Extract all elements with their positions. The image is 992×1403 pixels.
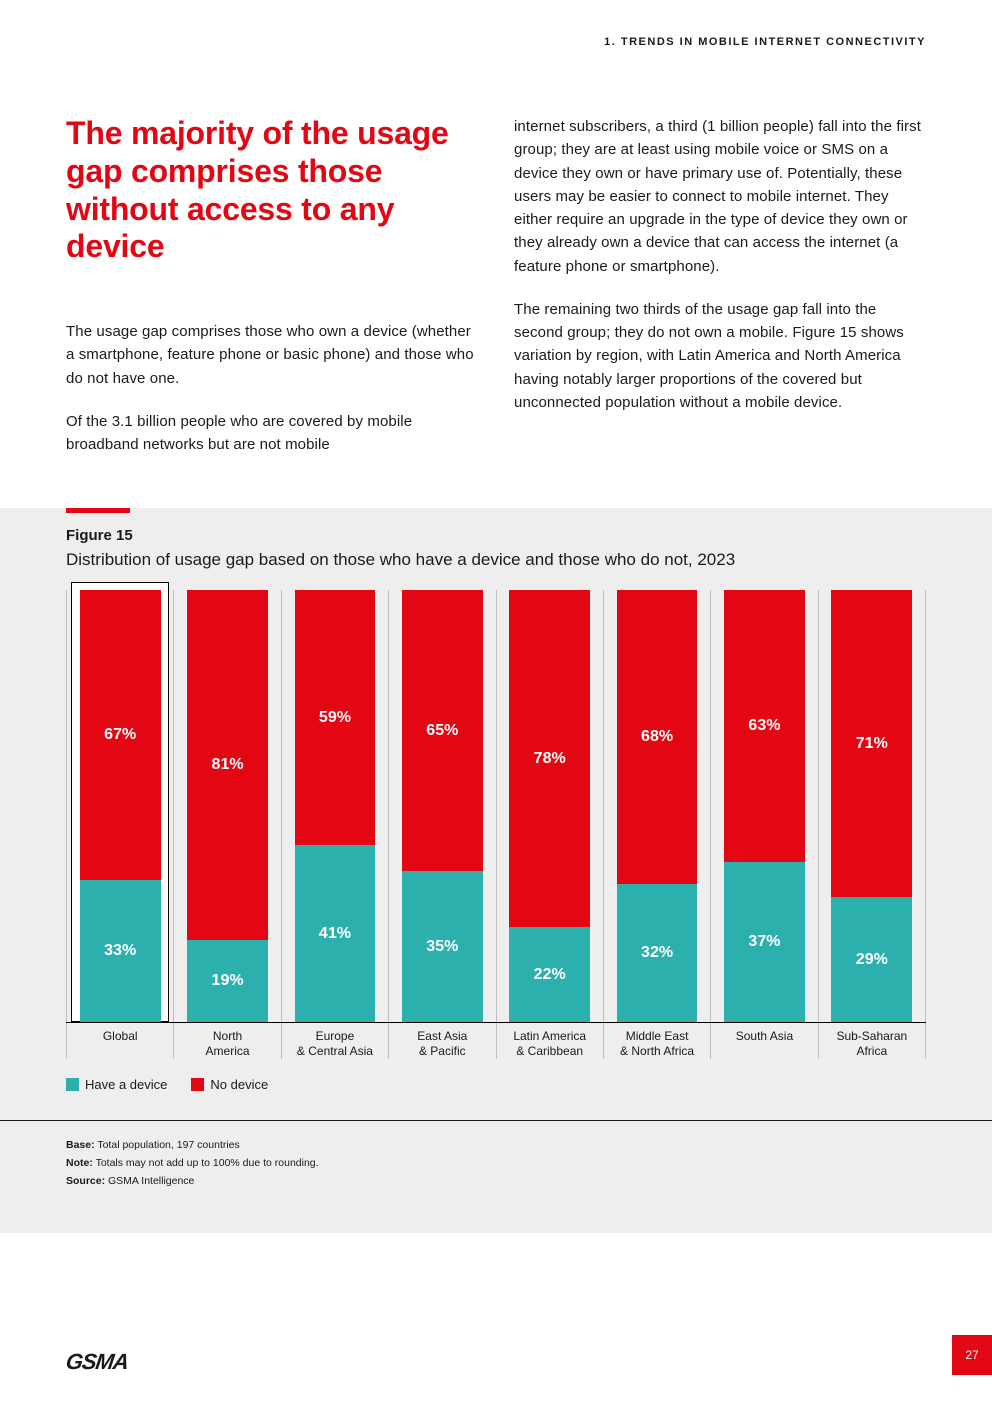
axis-labels: GlobalNorthAmericaEurope& Central AsiaEa…: [66, 1022, 926, 1059]
category-label: Europe& Central Asia: [281, 1023, 388, 1059]
body-columns: The majority of the usage gap comprises …: [0, 0, 992, 476]
footnote-text: GSMA Intelligence: [108, 1175, 194, 1187]
paragraph: The usage gap comprises those who own a …: [66, 320, 478, 390]
paragraph: Of the 3.1 billion people who are covere…: [66, 410, 478, 457]
bar-stack: 71%29%: [831, 590, 912, 1022]
bar-cell: 68%32%: [603, 590, 710, 1022]
figure-number: Figure 15: [66, 527, 926, 544]
legend-swatch: [191, 1078, 204, 1091]
segment-have-device: 19%: [187, 940, 268, 1022]
footnote-base: Base: Total population, 197 countries: [66, 1139, 926, 1151]
segment-no-device: 65%: [402, 590, 483, 871]
legend-swatch: [66, 1078, 79, 1091]
bar-cell: 63%37%: [710, 590, 817, 1022]
category-label: Middle East& North Africa: [603, 1023, 710, 1059]
category-label: Global: [66, 1023, 173, 1059]
segment-no-device: 63%: [724, 590, 805, 862]
figure-title: Distribution of usage gap based on those…: [66, 550, 926, 570]
legend: Have a device No device: [0, 1059, 992, 1092]
bars-row: 67%33%81%19%59%41%65%35%78%22%68%32%63%3…: [66, 590, 926, 1022]
paragraph: internet subscribers, a third (1 billion…: [514, 115, 926, 278]
bar-cell: 78%22%: [496, 590, 603, 1022]
footnote-label: Source:: [66, 1175, 105, 1187]
footnote-label: Base:: [66, 1139, 95, 1151]
bar-stack: 59%41%: [295, 590, 376, 1022]
bar-cell: 71%29%: [818, 590, 926, 1022]
segment-no-device: 71%: [831, 590, 912, 897]
category-label: Sub-SaharanAfrica: [818, 1023, 926, 1059]
logo: GSMA: [64, 1349, 130, 1375]
category-label: East Asia& Pacific: [388, 1023, 495, 1059]
segment-no-device: 81%: [187, 590, 268, 940]
column-right: internet subscribers, a third (1 billion…: [514, 115, 926, 476]
page-number: 27: [952, 1335, 992, 1375]
segment-no-device: 78%: [509, 590, 590, 927]
bar-stack: 68%32%: [617, 590, 698, 1022]
column-left: The majority of the usage gap comprises …: [66, 115, 478, 476]
bar-cell: 59%41%: [281, 590, 388, 1022]
bar-stack: 67%33%: [80, 590, 161, 1022]
segment-have-device: 33%: [80, 880, 161, 1023]
footnote-note: Note: Totals may not add up to 100% due …: [66, 1157, 926, 1169]
legend-item: No device: [191, 1077, 268, 1092]
footer: GSMA 27: [66, 1335, 992, 1375]
paragraph: The remaining two thirds of the usage ga…: [514, 298, 926, 414]
footnotes: Base: Total population, 197 countries No…: [0, 1120, 992, 1187]
category-label: Latin America& Caribbean: [496, 1023, 603, 1059]
segment-have-device: 37%: [724, 862, 805, 1022]
footnote-text: Total population, 197 countries: [97, 1139, 239, 1151]
breadcrumb: 1. TRENDS IN MOBILE INTERNET CONNECTIVIT…: [604, 36, 926, 48]
bar-cell: 65%35%: [388, 590, 495, 1022]
segment-no-device: 67%: [80, 590, 161, 879]
accent-bar: [66, 508, 130, 513]
bar-cell: 81%19%: [173, 590, 280, 1022]
legend-label: Have a device: [85, 1077, 167, 1092]
bar-stack: 63%37%: [724, 590, 805, 1022]
segment-have-device: 41%: [295, 845, 376, 1022]
segment-no-device: 68%: [617, 590, 698, 884]
legend-item: Have a device: [66, 1077, 167, 1092]
footnote-text: Totals may not add up to 100% due to rou…: [96, 1157, 319, 1169]
bar-stack: 65%35%: [402, 590, 483, 1022]
segment-have-device: 29%: [831, 897, 912, 1022]
segment-no-device: 59%: [295, 590, 376, 845]
page-title: The majority of the usage gap comprises …: [66, 115, 478, 266]
category-label: NorthAmerica: [173, 1023, 280, 1059]
bar-cell: 67%33%: [66, 590, 173, 1022]
figure-block: Figure 15 Distribution of usage gap base…: [0, 508, 992, 1233]
segment-have-device: 35%: [402, 871, 483, 1022]
segment-have-device: 32%: [617, 884, 698, 1022]
bar-stack: 78%22%: [509, 590, 590, 1022]
bar-stack: 81%19%: [187, 590, 268, 1022]
chart: 67%33%81%19%59%41%65%35%78%22%68%32%63%3…: [0, 590, 992, 1059]
category-label: South Asia: [710, 1023, 817, 1059]
footnote-source: Source: GSMA Intelligence: [66, 1175, 926, 1187]
legend-label: No device: [210, 1077, 268, 1092]
figure-header: Figure 15 Distribution of usage gap base…: [0, 508, 992, 570]
segment-have-device: 22%: [509, 927, 590, 1022]
footnote-label: Note:: [66, 1157, 93, 1169]
